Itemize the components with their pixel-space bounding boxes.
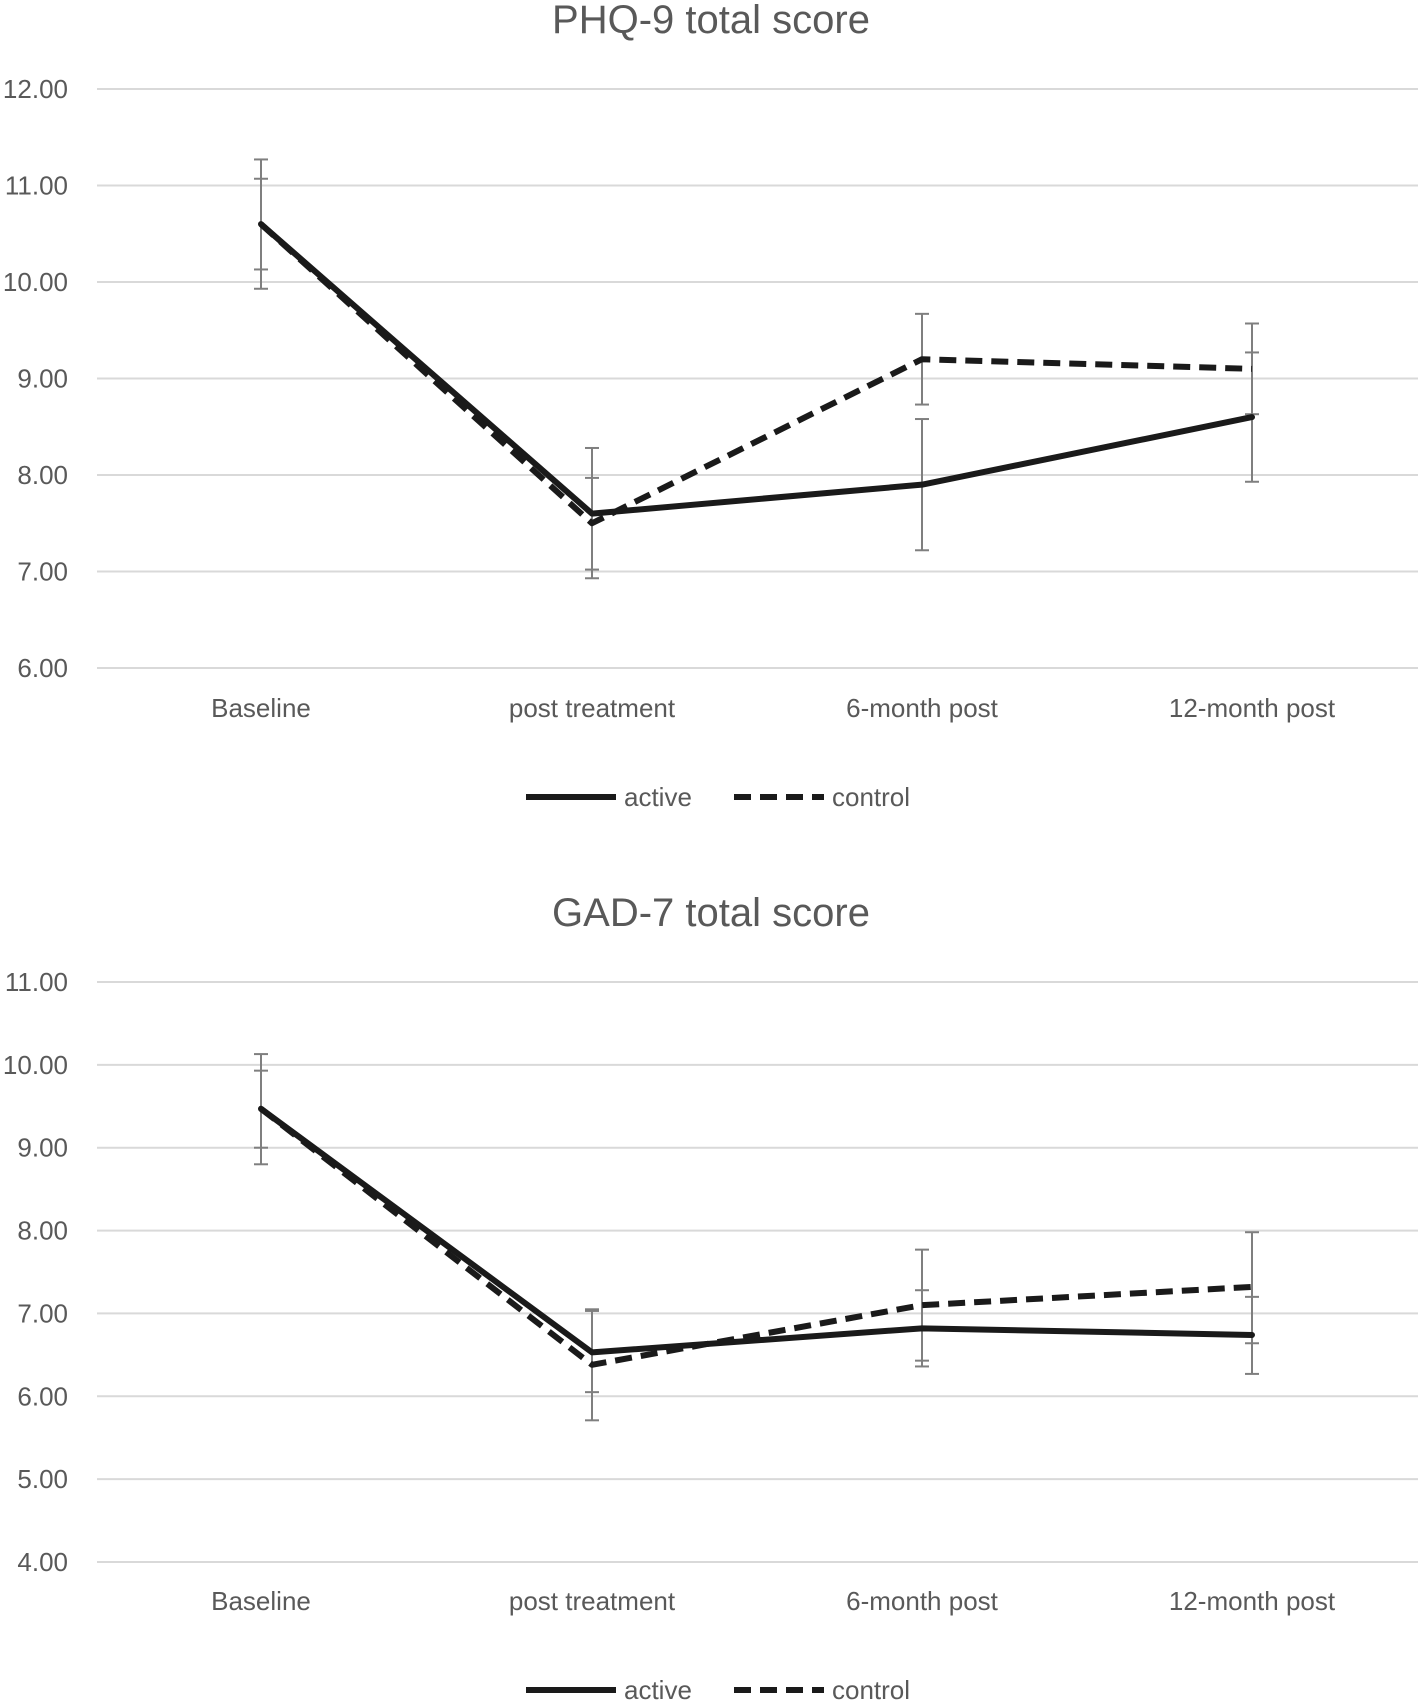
series-line-control [258,221,1253,527]
y-tick-label: 11.00 [5,171,68,201]
legend-label-active: active [624,782,692,812]
y-tick-label: 12.00 [3,74,68,104]
legend-label-active: active [624,1675,692,1700]
series-line-active [258,221,1255,517]
y-tick-label: 9.00 [17,1133,68,1163]
y-tick-label: 8.00 [17,460,68,490]
y-tick-label: 10.00 [3,1050,68,1080]
chart-title: PHQ-9 total score [552,0,870,42]
y-tick-label: 4.00 [17,1547,68,1577]
y-tick-label: 7.00 [17,1298,68,1328]
y-tick-label: 11.00 [5,967,68,997]
y-tick-label: 9.00 [17,364,68,394]
x-tick-label: 12-month post [1169,693,1336,723]
phq9-chart: PHQ-9 total score 12.00 11.00 10.00 9.00 8.00… [3,0,1418,812]
x-tick-label: post treatment [509,1586,676,1616]
y-tick-label: 6.00 [17,653,68,683]
x-tick-label: Baseline [211,693,311,723]
x-tick-label: 6-month post [846,693,999,723]
x-tick-label: 6-month post [846,1586,999,1616]
series-line-active [258,1105,1255,1356]
y-tick-label: 7.00 [17,557,68,587]
x-tick-label: post treatment [509,693,676,723]
y-tick-label: 10.00 [3,267,68,297]
x-tick-label: Baseline [211,1586,311,1616]
legend-label-control: control [832,1675,910,1700]
gad7-chart: GAD-7 total score 11.00 10.00 9.00 8.00 7.00 6… [3,891,1418,1700]
y-tick-label: 6.00 [17,1381,68,1411]
legend-label-control: control [832,782,910,812]
series-line-control [259,1106,1253,1368]
y-tick-label: 8.00 [17,1216,68,1246]
y-tick-label: 5.00 [17,1464,68,1494]
chart-title: GAD-7 total score [552,891,870,935]
x-tick-label: 12-month post [1169,1586,1336,1616]
